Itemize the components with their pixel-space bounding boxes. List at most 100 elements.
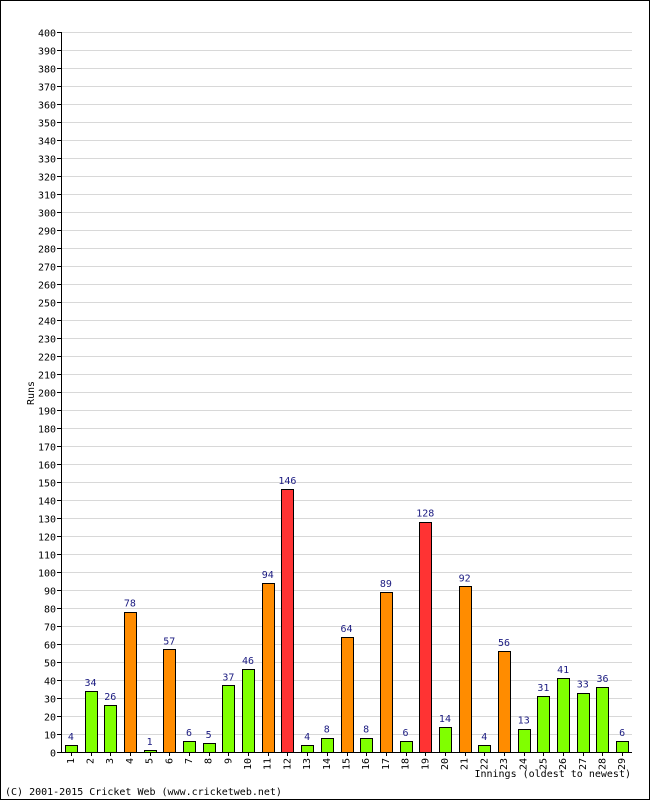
- bar-value-label: 128: [416, 509, 434, 520]
- bar: [163, 649, 176, 753]
- bar-value-label: 14: [439, 714, 451, 725]
- x-tick-label: 6: [164, 758, 175, 764]
- bar-value-label: 89: [380, 579, 392, 590]
- y-tick-label: 270: [38, 263, 56, 274]
- y-tick-label: 370: [38, 83, 56, 94]
- bar-value-labels: 4 34 26 78 1 57 6 5 37 46 94 146 4 8 64 8 89 6 128 14 92 4 56 1…: [68, 476, 625, 748]
- y-tick-label: 340: [38, 137, 56, 148]
- bars: [65, 489, 629, 753]
- y-tick-label: 90: [44, 587, 56, 598]
- y-tick-label: 290: [38, 227, 56, 238]
- y-tick-label: 0: [50, 749, 56, 760]
- y-tick-labels: 0 10 20 30 40 50 60 70 80 90 100 110 120 130 140 150 160…: [38, 29, 61, 760]
- bar-value-label: 78: [124, 599, 136, 610]
- bar-value-label: 13: [518, 716, 530, 727]
- y-tick-label: 380: [38, 65, 56, 76]
- x-tick-label: 23: [499, 758, 510, 770]
- y-tick-label: 190: [38, 407, 56, 418]
- y-tick-label: 240: [38, 317, 56, 328]
- y-tick-label: 390: [38, 47, 56, 58]
- bar-value-label: 46: [242, 656, 254, 667]
- x-tick-label: 4: [125, 758, 136, 764]
- bar: [459, 586, 472, 753]
- bar-value-label: 6: [186, 728, 192, 739]
- grid-lines: [61, 32, 632, 753]
- x-tick-label: 21: [460, 758, 471, 770]
- x-tick-label: 10: [243, 758, 254, 770]
- bar: [222, 685, 235, 753]
- y-tick-label: 120: [38, 533, 56, 544]
- bar: [183, 741, 196, 753]
- x-tick-label: 17: [381, 758, 392, 770]
- x-tick-label: 1: [66, 758, 77, 764]
- bar: [65, 745, 78, 753]
- x-tick-label: 13: [302, 758, 313, 770]
- bar-value-label: 64: [340, 624, 352, 635]
- bar: [124, 612, 137, 753]
- y-tick-label: 230: [38, 335, 56, 346]
- y-tick-label: 220: [38, 353, 56, 364]
- y-tick-label: 40: [44, 677, 56, 688]
- y-tick-label: 300: [38, 209, 56, 220]
- x-tick-label: 5: [145, 758, 156, 764]
- bar: [557, 678, 570, 753]
- y-tick-label: 100: [38, 569, 56, 580]
- y-tick-label: 350: [38, 119, 56, 130]
- x-tick-label: 25: [538, 758, 549, 770]
- y-tick-label: 170: [38, 443, 56, 454]
- x-tick-label: 28: [597, 758, 608, 770]
- y-tick-label: 130: [38, 515, 56, 526]
- bar-value-label: 37: [222, 672, 234, 683]
- y-tick-label: 320: [38, 173, 56, 184]
- x-axis-title: Innings (oldest to newest): [474, 769, 631, 780]
- bar: [380, 592, 393, 753]
- y-tick-label: 20: [44, 713, 56, 724]
- y-tick-label: 60: [44, 641, 56, 652]
- y-tick-label: 310: [38, 191, 56, 202]
- bar: [439, 727, 452, 753]
- y-tick-label: 200: [38, 389, 56, 400]
- y-tick-label: 210: [38, 371, 56, 382]
- bar-value-label: 8: [324, 725, 330, 736]
- y-tick-label: 80: [44, 605, 56, 616]
- bar-value-label: 31: [537, 683, 549, 694]
- y-tick-label: 330: [38, 155, 56, 166]
- bar-value-label: 6: [403, 728, 409, 739]
- x-tick-label: 24: [519, 758, 530, 770]
- bar: [281, 489, 294, 753]
- bar-value-label: 4: [68, 732, 74, 743]
- bar: [419, 522, 432, 753]
- bar: [341, 637, 354, 753]
- bar-value-label: 33: [577, 680, 589, 691]
- y-tick-label: 150: [38, 479, 56, 490]
- axes: [61, 32, 632, 753]
- bar: [400, 741, 413, 753]
- x-tick-label: 26: [558, 758, 569, 770]
- bar: [537, 696, 550, 753]
- x-tick-label: 20: [440, 758, 451, 770]
- x-tick-label: 22: [479, 758, 490, 770]
- y-tick-label: 280: [38, 245, 56, 256]
- y-tick-label: 180: [38, 425, 56, 436]
- bar: [360, 738, 373, 753]
- copyright-text: (C) 2001-2015 Cricket Web (www.cricketwe…: [5, 787, 282, 798]
- x-tick-label: 16: [361, 758, 372, 770]
- bar: [498, 651, 511, 753]
- x-tick-labels: 1 2 3 4 5 6 7 8 9 10 11 12 13 14 15 16 17 18 19 20 21 22 23 24 2…: [66, 752, 628, 770]
- x-tick-label: 19: [420, 758, 431, 770]
- bar-value-label: 56: [498, 638, 510, 649]
- bar: [203, 743, 216, 753]
- x-tick-label: 2: [86, 758, 97, 764]
- x-tick-label: 8: [204, 758, 215, 764]
- y-tick-label: 10: [44, 731, 56, 742]
- bar-value-label: 5: [206, 730, 212, 741]
- bar: [321, 738, 334, 753]
- bar: [85, 691, 98, 753]
- bar: [478, 745, 491, 753]
- y-tick-label: 50: [44, 659, 56, 670]
- bar: [577, 693, 590, 753]
- bar-value-label: 26: [104, 692, 116, 703]
- x-tick-label: 11: [263, 758, 274, 770]
